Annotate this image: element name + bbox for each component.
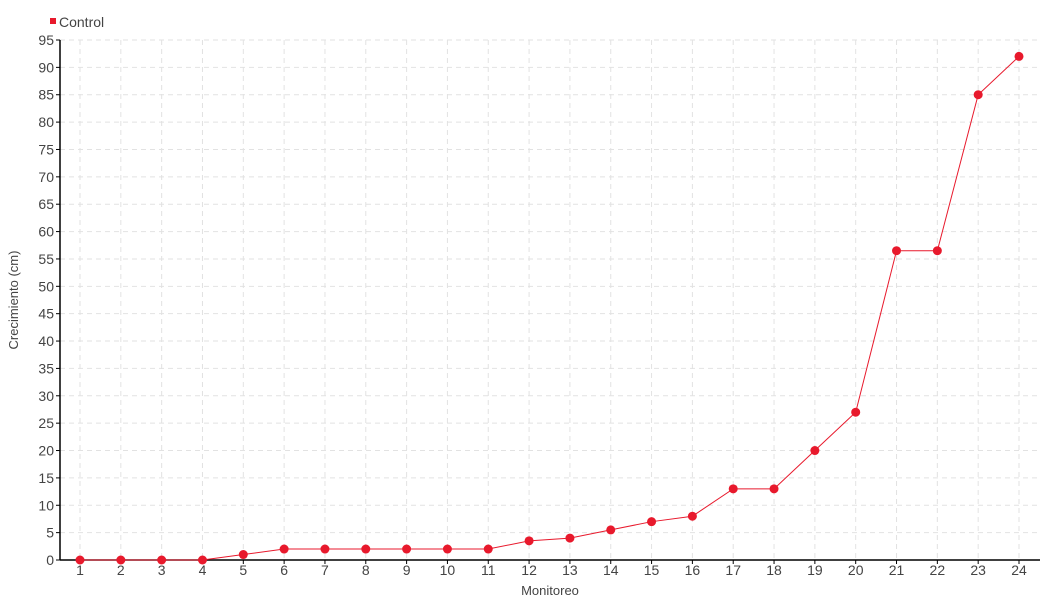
x-tick-label: 18 xyxy=(766,562,782,578)
data-point xyxy=(197,555,207,565)
x-tick-label: 3 xyxy=(158,562,166,578)
x-tick-label: 24 xyxy=(1011,562,1027,578)
x-tick-label: 10 xyxy=(440,562,456,578)
data-point xyxy=(361,544,371,554)
grid xyxy=(60,39,1040,560)
data-point xyxy=(238,550,248,560)
y-tick-label: 85 xyxy=(38,87,54,103)
y-tick-label: 80 xyxy=(38,114,54,130)
data-point xyxy=(442,544,452,554)
y-tick-label: 30 xyxy=(38,388,54,404)
data-point xyxy=(647,517,657,527)
x-tick-label: 15 xyxy=(644,562,660,578)
series-line xyxy=(80,56,1020,561)
data-point xyxy=(851,407,861,417)
data-point xyxy=(116,555,126,565)
x-tick-label: 1 xyxy=(76,562,84,578)
y-tick-label: 10 xyxy=(38,497,54,513)
y-tick-label: 25 xyxy=(38,415,54,431)
x-tick-label: 13 xyxy=(562,562,578,578)
y-tick-label: 0 xyxy=(46,552,54,568)
data-point xyxy=(320,544,330,554)
data-point xyxy=(892,246,902,256)
x-tick-label: 16 xyxy=(685,562,701,578)
x-tick-label: 9 xyxy=(403,562,411,578)
y-tick-label: 40 xyxy=(38,333,54,349)
axes xyxy=(59,40,1040,561)
y-axis-label: Crecimiento (cm) xyxy=(6,251,21,350)
y-tick-label: 75 xyxy=(38,141,54,157)
x-tick-label: 2 xyxy=(117,562,125,578)
x-tick-label: 5 xyxy=(239,562,247,578)
data-point xyxy=(728,484,738,494)
x-tick-label: 11 xyxy=(481,562,496,578)
data-point xyxy=(524,536,534,546)
data-point xyxy=(402,544,412,554)
x-tick-label: 23 xyxy=(970,562,986,578)
y-tick-label: 90 xyxy=(38,59,54,75)
x-tick-label: 6 xyxy=(280,562,288,578)
x-tick-label: 22 xyxy=(930,562,946,578)
y-tick-label: 60 xyxy=(38,224,54,240)
y-tick-label: 45 xyxy=(38,306,54,322)
y-tick-label: 20 xyxy=(38,443,54,459)
x-tick-label: 12 xyxy=(521,562,537,578)
x-tick-label: 21 xyxy=(889,562,905,578)
data-point xyxy=(932,246,942,256)
data-point xyxy=(565,533,575,543)
series xyxy=(75,51,1024,565)
legend-swatch xyxy=(50,18,56,24)
x-tick-label: 4 xyxy=(199,562,207,578)
data-point xyxy=(769,484,779,494)
y-tick-label: 5 xyxy=(46,525,54,541)
y-tick-label: 65 xyxy=(38,196,54,212)
data-point xyxy=(75,555,85,565)
data-point xyxy=(157,555,167,565)
x-tick-label: 14 xyxy=(603,562,619,578)
data-point xyxy=(606,525,616,535)
legend-label: Control xyxy=(59,14,104,30)
data-point xyxy=(687,511,697,521)
data-point xyxy=(973,90,983,100)
x-tick-label: 8 xyxy=(362,562,370,578)
legend: Control xyxy=(50,14,104,30)
y-tick-label: 35 xyxy=(38,360,54,376)
y-tick-label: 50 xyxy=(38,278,54,294)
x-tick-label: 20 xyxy=(848,562,864,578)
x-axis-label: Monitoreo xyxy=(521,583,579,598)
data-point xyxy=(279,544,289,554)
y-tick-label: 55 xyxy=(38,251,54,267)
x-tick-label: 19 xyxy=(807,562,823,578)
y-tick-label: 95 xyxy=(38,32,54,48)
data-point xyxy=(1014,51,1024,61)
x-tick-label: 7 xyxy=(321,562,329,578)
y-tick-label: 15 xyxy=(38,470,54,486)
y-tick-label: 70 xyxy=(38,169,54,185)
data-point xyxy=(483,544,493,554)
x-tick-label: 17 xyxy=(725,562,741,578)
data-point xyxy=(810,446,820,456)
